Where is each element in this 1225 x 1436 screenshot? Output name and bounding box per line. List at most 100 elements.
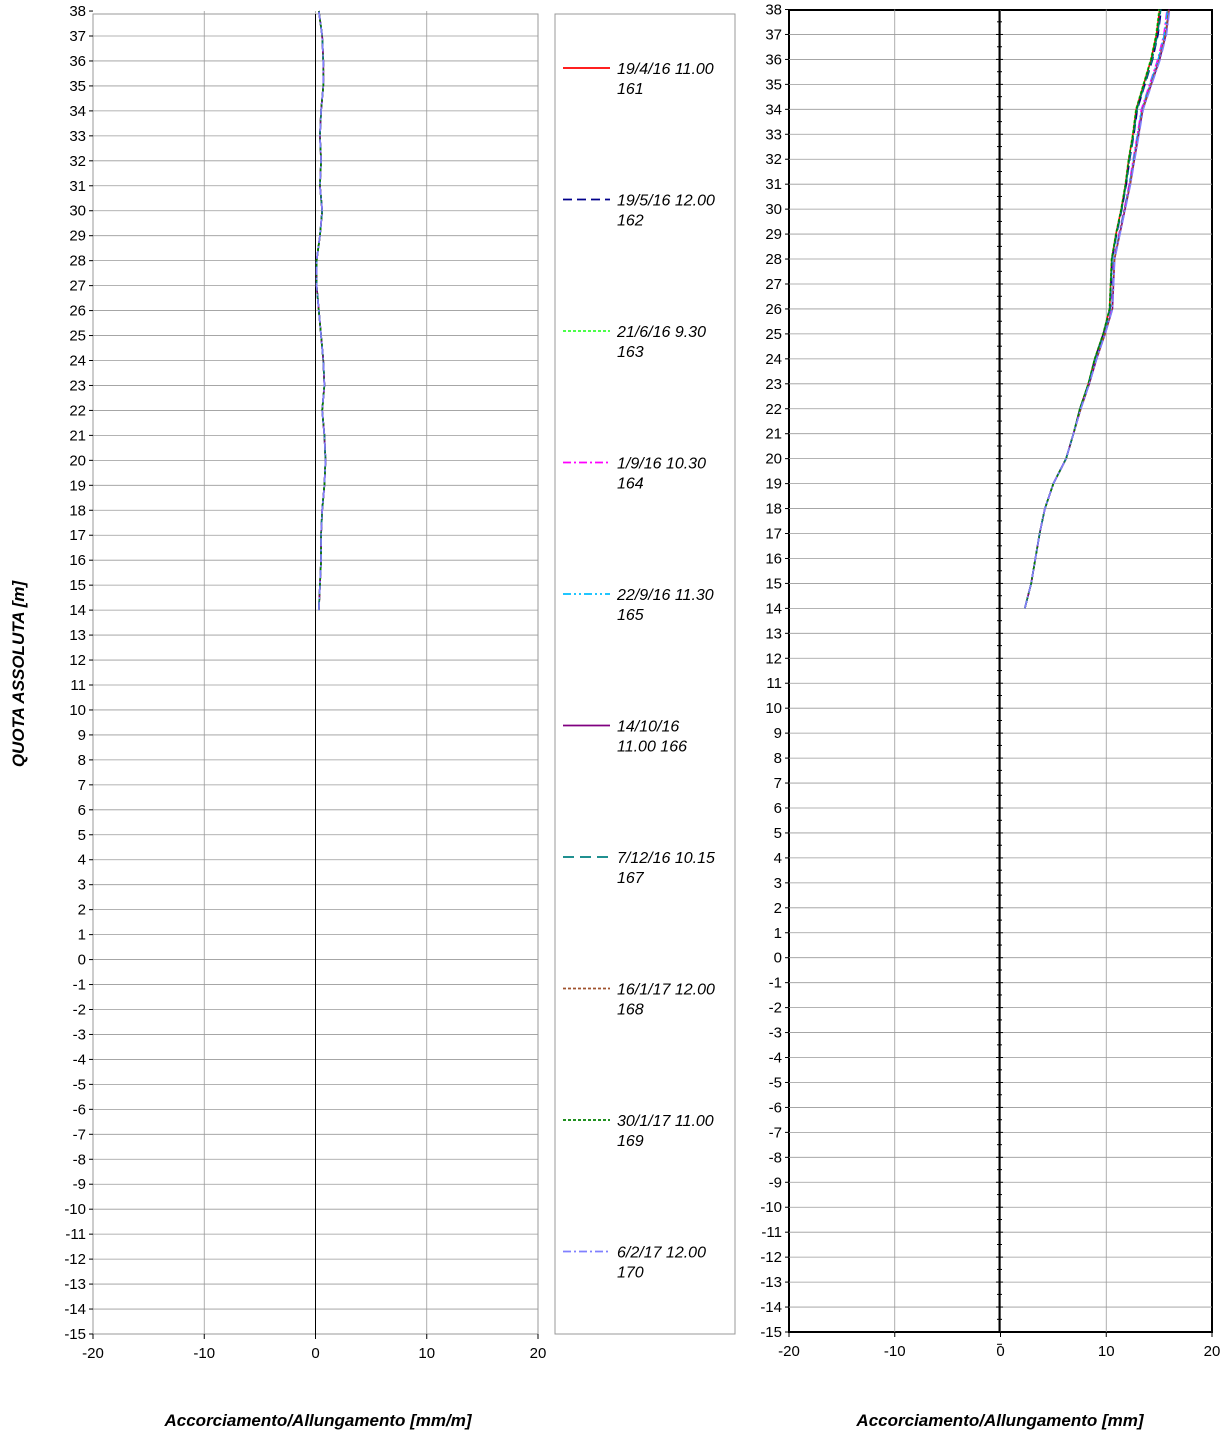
x-tick-label: 20 [530, 1345, 547, 1362]
y-tick-label: -3 [73, 1026, 86, 1043]
legend-item: 7/12/16 10.15 167 [563, 850, 715, 887]
y-tick-label: 0 [78, 952, 86, 969]
y-tick-label: 4 [774, 850, 782, 867]
y-tick-label: 0 [774, 950, 782, 967]
y-tick-label: 9 [774, 725, 782, 742]
left-series-lines [315, 10, 327, 611]
y-tick-label: -4 [73, 1051, 86, 1068]
y-tick-label: 24 [69, 353, 86, 370]
y-tick-label: 35 [69, 78, 86, 95]
y-tick-label: 20 [69, 452, 86, 469]
y-tick-label: 34 [765, 101, 782, 118]
y-tick-label: 36 [765, 51, 782, 68]
right-chart: 3837363534333231302928272625242322212019… [760, 2, 1220, 1430]
y-tick-label: 8 [774, 750, 782, 767]
x-tick-label: -20 [778, 1343, 800, 1360]
y-tick-label: 13 [69, 627, 86, 644]
x-tick-label: 10 [1098, 1343, 1115, 1360]
y-tick-label: 28 [69, 253, 86, 270]
y-tick-label: 6 [774, 800, 782, 817]
y-tick-label: -7 [769, 1124, 782, 1141]
y-tick-label: -9 [73, 1176, 86, 1193]
right-x-axis-title: Accorciamento/Allungamento [mm] [855, 1411, 1144, 1430]
legend-label: 30/1/17 11.00 169 [617, 1113, 714, 1150]
y-tick-label: 29 [69, 228, 86, 245]
y-tick-label: 31 [765, 176, 782, 193]
y-tick-label: -13 [760, 1274, 782, 1291]
y-tick-label: 33 [69, 128, 86, 145]
left-series-line-10 [315, 10, 327, 611]
y-tick-label: 16 [765, 550, 782, 567]
y-tick-label: -3 [769, 1025, 782, 1042]
x-tick-label: -10 [193, 1345, 215, 1362]
legend-item: 22/9/16 11.30 165 [563, 587, 714, 624]
y-tick-label: -11 [761, 1224, 782, 1241]
legend-item: 1/9/16 10.30 164 [563, 456, 706, 493]
left-x-axis-title: Accorciamento/Allungamento [mm/m] [164, 1411, 473, 1430]
y-tick-label: 13 [765, 625, 782, 642]
right-series-line-10 [1024, 9, 1171, 609]
y-tick-label: -1 [73, 977, 86, 994]
y-tick-label: 26 [69, 303, 86, 320]
y-tick-label: 25 [69, 328, 86, 345]
y-tick-label: -15 [64, 1326, 86, 1343]
y-tick-label: 5 [774, 825, 782, 842]
legend-item: 16/1/17 12.00 168 [563, 982, 715, 1019]
right-y-tick-labels: 3837363534333231302928272625242322212019… [760, 2, 782, 1341]
y-tick-label: -2 [769, 1000, 782, 1017]
x-tick-label: -20 [82, 1345, 104, 1362]
y-tick-label: 9 [78, 727, 86, 744]
y-tick-label: 19 [765, 476, 782, 493]
y-tick-label: 37 [765, 26, 782, 43]
y-tick-label: 19 [69, 477, 86, 494]
y-tick-label: 37 [69, 28, 86, 45]
y-tick-label: 1 [774, 925, 782, 942]
right-zero-line-ticks [996, 9, 1003, 1345]
y-tick-label: 33 [765, 126, 782, 143]
legend: 19/4/16 11.00 161 19/5/16 12.00 162 21/6/16 … [554, 13, 736, 1335]
y-tick-label: 12 [69, 652, 86, 669]
y-tick-label: -1 [769, 975, 782, 992]
y-tick-label: 38 [69, 3, 86, 20]
y-tick-label: 5 [78, 827, 86, 844]
y-tick-label: -5 [73, 1076, 86, 1093]
y-tick-label: 3 [78, 877, 86, 894]
y-tick-label: -11 [65, 1226, 86, 1243]
y-tick-label: 21 [69, 427, 86, 444]
y-tick-label: 18 [69, 502, 86, 519]
y-tick-label: -12 [760, 1249, 782, 1266]
y-tick-label: 23 [69, 377, 86, 394]
legend-box [554, 13, 736, 1335]
right-series-lines [1024, 9, 1171, 609]
y-tick-label: 25 [765, 326, 782, 343]
y-tick-label: 26 [765, 301, 782, 318]
x-tick-label: 10 [418, 1345, 435, 1362]
legend-label: 22/9/16 11.30 165 [616, 587, 714, 624]
x-tick-label: -10 [884, 1343, 906, 1360]
y-tick-label: -7 [73, 1126, 86, 1143]
y-tick-label: -10 [760, 1199, 782, 1216]
y-tick-label: 32 [765, 151, 782, 168]
y-tick-label: -15 [760, 1324, 782, 1341]
y-tick-label: -14 [64, 1301, 86, 1318]
y-tick-label: -6 [769, 1099, 782, 1116]
y-tick-label: 3 [774, 875, 782, 892]
y-tick-label: 35 [765, 76, 782, 93]
y-tick-label: 10 [765, 700, 782, 717]
y-tick-label: 21 [765, 426, 782, 443]
y-tick-label: 17 [765, 526, 782, 543]
y-tick-label: 12 [765, 650, 782, 667]
y-tick-label: 14 [69, 602, 86, 619]
y-tick-label: 24 [765, 351, 782, 368]
y-tick-label: 27 [765, 276, 782, 293]
right-x-tick-labels: -20 -10 0 10 20 [778, 1343, 1220, 1360]
legend-item: 19/5/16 12.00 162 [563, 193, 715, 230]
x-tick-label: 20 [1204, 1343, 1221, 1360]
y-tick-label: 10 [69, 702, 86, 719]
y-tick-label: 16 [69, 552, 86, 569]
y-tick-label: 34 [69, 103, 86, 120]
legend-label: 6/2/17 12.00 170 [617, 1245, 706, 1282]
left-x-tick-labels: -20 -10 0 10 20 [82, 1345, 546, 1362]
legend-label: 21/6/16 9.30 163 [616, 324, 706, 361]
